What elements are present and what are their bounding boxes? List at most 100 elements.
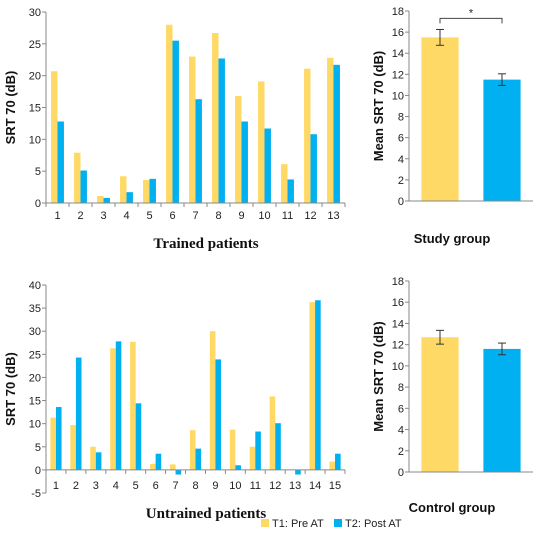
bar-post-3	[103, 197, 110, 203]
x-tick-label: 10	[258, 210, 270, 222]
y-tick-label: 5	[35, 166, 41, 178]
bar-post-1	[55, 407, 62, 470]
bar-mean-post	[483, 348, 521, 472]
x-tick-label: 6	[153, 480, 159, 492]
y-tick-label: 18	[392, 276, 404, 288]
x-tick-label: 15	[329, 480, 341, 492]
y-axis-title: SRT 70 (dB)	[3, 71, 18, 145]
y-tick-label: 6	[398, 133, 404, 145]
y-tick-label: 0	[398, 467, 404, 479]
y-axis-title: Mean SRT 70 (dB)	[371, 51, 386, 162]
chart-title: Trained patients	[153, 236, 258, 252]
y-tick-label: 10	[392, 90, 404, 102]
chart-control: 0 2 4 6 8 10 12 14 16 18 Mean SRT 70 (dB) Control g…	[371, 276, 533, 515]
y-tick-label: 8	[398, 382, 404, 394]
x-tick-label: 1	[54, 210, 60, 222]
y-tick-label: 10	[29, 419, 41, 431]
bar-pre-8	[189, 430, 196, 470]
bar-pre-9	[209, 331, 216, 470]
bar-pre-4	[120, 176, 127, 203]
significance-marker: *	[469, 7, 474, 19]
y-tick-label: 0	[35, 465, 41, 477]
bar-post-6	[172, 40, 179, 204]
chart-title: Control group	[409, 500, 496, 515]
bar-pre-10	[229, 429, 236, 470]
bar-pre-1	[51, 71, 58, 204]
bar-post-4	[126, 192, 133, 203]
y-tick-label: 10	[392, 361, 404, 373]
bar-post-14	[315, 300, 321, 470]
legend-label-post: T2: Post AT	[345, 518, 402, 530]
bar-post-10	[264, 128, 271, 203]
bar-post-2	[75, 357, 82, 470]
x-tick-label: 9	[238, 210, 244, 222]
x-tick-label: 7	[192, 210, 198, 222]
y-tick-label: 16	[392, 27, 404, 39]
bar-pre-11	[249, 446, 256, 470]
x-tick-label: 5	[146, 210, 152, 222]
y-tick-label: 30	[29, 326, 41, 338]
y-tick-label: 4	[398, 425, 404, 437]
bar-post-6	[155, 453, 162, 470]
y-tick-label: 16	[392, 297, 404, 309]
y-tick-label: 10	[29, 134, 41, 146]
bar-pre-3	[97, 195, 104, 203]
x-tick-label: 10	[229, 480, 241, 492]
bar-post-9	[241, 121, 248, 203]
y-tick-label: 15	[29, 103, 41, 115]
legend-swatch-post	[334, 519, 342, 527]
bar-post-4	[115, 341, 122, 470]
y-tick-label: 12	[392, 69, 404, 81]
y-tick-label: 30	[29, 7, 41, 19]
bar-pre-10	[258, 81, 265, 203]
x-tick-label: 14	[309, 480, 321, 492]
bar-pre-5	[130, 341, 136, 470]
bar-post-13	[295, 469, 301, 475]
bar-pre-7	[189, 56, 196, 203]
x-tick-label: 13	[289, 480, 301, 492]
x-tick-label: 8	[192, 480, 198, 492]
y-tick-label: 40	[29, 280, 41, 292]
y-tick-label: 14	[392, 48, 404, 60]
x-tick-label: 12	[304, 210, 316, 222]
bar-post-3	[95, 452, 102, 470]
x-tick-label: 5	[133, 480, 139, 492]
y-tick-label: 14	[392, 318, 404, 330]
bar-post-12	[310, 134, 317, 203]
bar-pre-9	[235, 96, 242, 203]
y-tick-label: 5	[35, 442, 41, 454]
bar-post-12	[275, 423, 281, 470]
x-tick-label: 13	[327, 210, 339, 222]
y-tick-label: 25	[29, 349, 41, 361]
bar-mean-post	[483, 79, 521, 201]
bar-post-11	[287, 179, 294, 203]
bar-post-1	[57, 121, 64, 203]
x-tick-label: 6	[169, 210, 175, 222]
bar-pre-11	[281, 164, 288, 203]
bar-pre-3	[90, 446, 96, 470]
bar-post-11	[255, 431, 261, 470]
y-tick-label: 25	[29, 39, 41, 51]
x-tick-label: 3	[100, 210, 106, 222]
bar-pre-2	[70, 425, 76, 470]
y-tick-label: 20	[29, 71, 41, 83]
bar-pre-15	[329, 461, 336, 470]
bar-pre-6	[166, 24, 173, 203]
legend-label-pre: T1: Pre AT	[272, 518, 324, 530]
y-axis-title: Mean SRT 70 (dB)	[371, 321, 386, 432]
x-tick-label: 1	[53, 480, 59, 492]
x-tick-label: 11	[250, 480, 261, 492]
bar-post-9	[215, 359, 222, 470]
x-tick-label: 3	[93, 480, 99, 492]
x-tick-label: 2	[73, 480, 79, 492]
x-tick-label: 7	[173, 480, 179, 492]
y-tick-label: 0	[398, 196, 404, 208]
x-tick-label: 11	[282, 210, 293, 222]
chart-title: Untrained patients	[146, 506, 267, 522]
bar-post-5	[135, 403, 142, 470]
significance-bracket	[439, 17, 503, 24]
bar-post-8	[195, 448, 202, 470]
